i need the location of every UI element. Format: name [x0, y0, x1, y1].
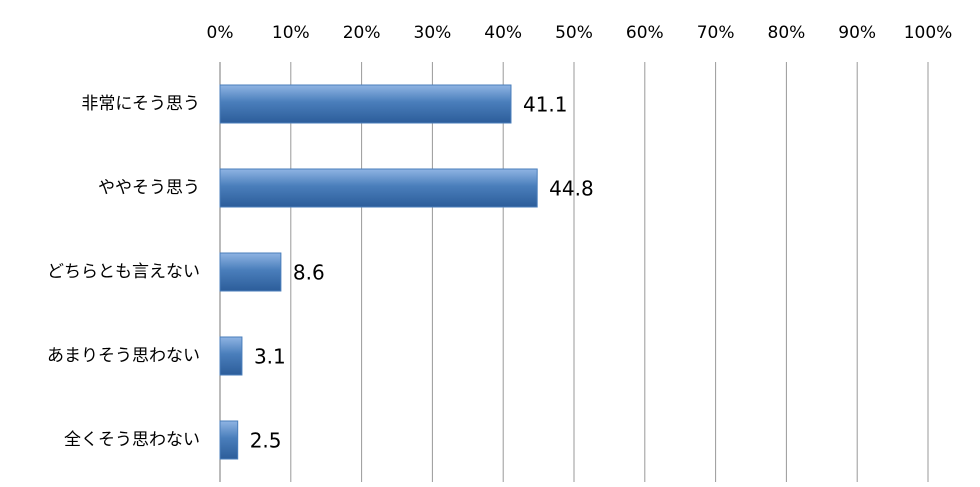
value-label: 2.5: [250, 429, 282, 453]
y-tick-label: あまりそう思わない: [47, 346, 200, 366]
x-tick-label: 40%: [484, 23, 522, 43]
value-label: 44.8: [549, 177, 594, 201]
y-tick-label: どちらとも言えない: [47, 262, 200, 282]
x-tick-label: 10%: [272, 23, 310, 43]
y-tick-label: 全くそう思わない: [64, 430, 200, 450]
bar: [219, 420, 239, 460]
x-tick-label: 70%: [697, 23, 735, 43]
x-tick-label: 60%: [626, 23, 664, 43]
bar: [219, 252, 282, 292]
y-tick-label: 非常にそう思う: [81, 94, 200, 114]
bar: [219, 336, 243, 376]
x-tick-label: 20%: [343, 23, 381, 43]
value-label: 41.1: [523, 93, 568, 117]
y-tick-label: ややそう思う: [98, 178, 200, 198]
x-tick-label: 80%: [768, 23, 806, 43]
bar: [219, 168, 538, 208]
x-tick-label: 90%: [838, 23, 876, 43]
x-tick-label: 50%: [555, 23, 593, 43]
x-tick-label: 100%: [904, 23, 953, 43]
x-tick-label: 0%: [207, 23, 234, 43]
x-tick-label: 30%: [414, 23, 452, 43]
bar: [219, 84, 512, 124]
value-label: 3.1: [254, 345, 286, 369]
value-label: 8.6: [293, 261, 325, 285]
